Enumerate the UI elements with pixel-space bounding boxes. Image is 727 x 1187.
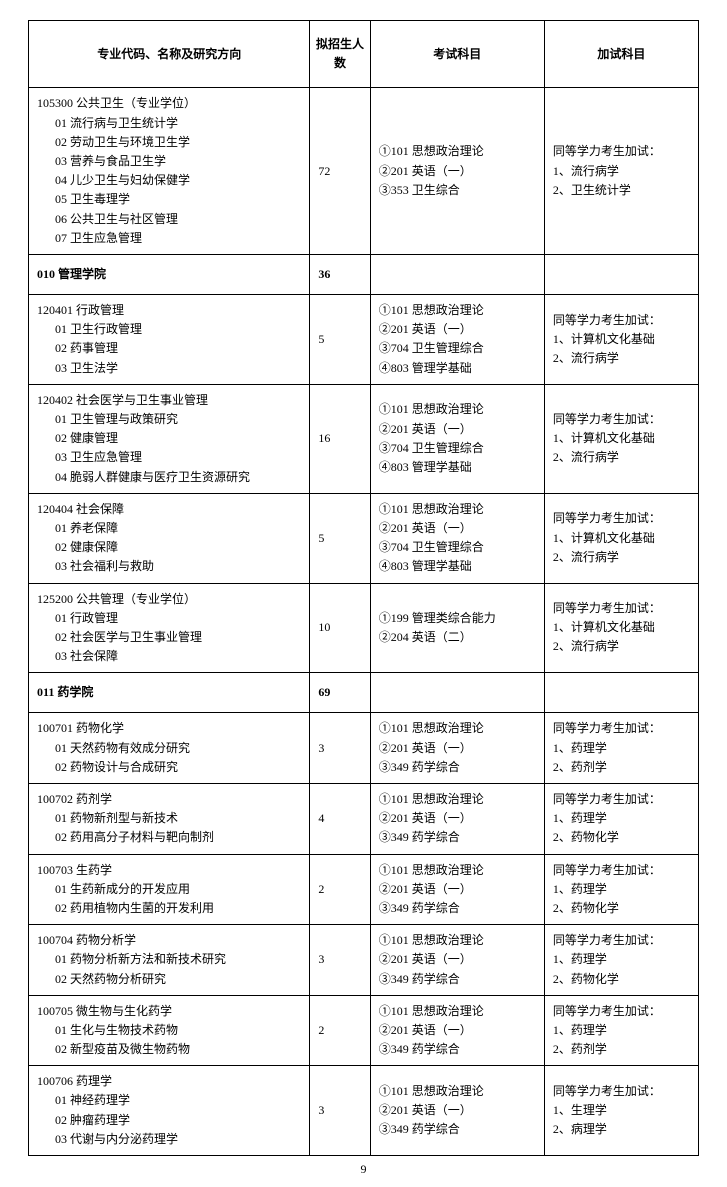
extra-exam: 同等学力考生加试：1、药理学2、药物化学 [544,925,698,996]
major-title: 100701 药物化学 [37,719,301,738]
major-cell: 100701 药物化学01 天然药物有效成分研究02 药物设计与合成研究 [29,713,310,784]
header-count: 拟招生人数 [310,21,370,88]
table-row: 100702 药剂学01 药物新剂型与新技术02 药用高分子材料与靶向制剂4①1… [29,784,699,855]
section-count: 69 [310,673,370,713]
extra-exam: 同等学力考生加试：1、药理学2、药物化学 [544,854,698,925]
exam-subjects: ①101 思想政治理论②201 英语（一）③353 卫生综合 [370,88,544,255]
table-row: 100704 药物分析学01 药物分析新方法和新技术研究02 天然药物分析研究3… [29,925,699,996]
major-title: 105300 公共卫生（专业学位） [37,94,301,113]
research-directions: 01 卫生行政管理02 药事管理03 卫生法学 [37,320,301,378]
table-row: 100701 药物化学01 天然药物有效成分研究02 药物设计与合成研究3①10… [29,713,699,784]
research-directions: 01 行政管理02 社会医学与卫生事业管理03 社会保障 [37,609,301,667]
major-cell: 120402 社会医学与卫生事业管理01 卫生管理与政策研究02 健康管理03 … [29,384,310,493]
major-cell: 120401 行政管理01 卫生行政管理02 药事管理03 卫生法学 [29,295,310,385]
section-row: 010 管理学院36 [29,254,699,294]
research-directions: 01 药物新剂型与新技术02 药用高分子材料与靶向制剂 [37,809,301,847]
header-subjects: 考试科目 [370,21,544,88]
table-row: 120402 社会医学与卫生事业管理01 卫生管理与政策研究02 健康管理03 … [29,384,699,493]
enroll-count: 72 [310,88,370,255]
section-empty [370,673,544,713]
major-title: 100703 生药学 [37,861,301,880]
extra-exam: 同等学力考生加试：1、计算机文化基础2、流行病学 [544,384,698,493]
header-major: 专业代码、名称及研究方向 [29,21,310,88]
section-empty [544,254,698,294]
section-empty [370,254,544,294]
enroll-count: 5 [310,295,370,385]
major-cell: 100703 生药学01 生药新成分的开发应用02 药用植物内生菌的开发利用 [29,854,310,925]
catalog-table: 专业代码、名称及研究方向 拟招生人数 考试科目 加试科目 105300 公共卫生… [28,20,699,1156]
table-row: 105300 公共卫生（专业学位）01 流行病与卫生统计学02 劳动卫生与环境卫… [29,88,699,255]
section-row: 011 药学院69 [29,673,699,713]
extra-exam: 同等学力考生加试：1、药理学2、药剂学 [544,995,698,1066]
table-row: 100705 微生物与生化药学01 生化与生物技术药物02 新型疫苗及微生物药物… [29,995,699,1066]
major-title: 120402 社会医学与卫生事业管理 [37,391,301,410]
enroll-count: 5 [310,493,370,583]
header-extra: 加试科目 [544,21,698,88]
research-directions: 01 生药新成分的开发应用02 药用植物内生菌的开发利用 [37,880,301,918]
exam-subjects: ①101 思想政治理论②201 英语（一）③704 卫生管理综合④803 管理学… [370,384,544,493]
research-directions: 01 养老保障02 健康保障03 社会福利与救助 [37,519,301,577]
exam-subjects: ①101 思想政治理论②201 英语（一）③704 卫生管理综合④803 管理学… [370,295,544,385]
enroll-count: 3 [310,925,370,996]
enroll-count: 16 [310,384,370,493]
extra-exam: 同等学力考生加试：1、药理学2、药剂学 [544,713,698,784]
extra-exam: 同等学力考生加试：1、流行病学2、卫生统计学 [544,88,698,255]
table-row: 120404 社会保障01 养老保障02 健康保障03 社会福利与救助5①101… [29,493,699,583]
major-title: 120401 行政管理 [37,301,301,320]
research-directions: 01 药物分析新方法和新技术研究02 天然药物分析研究 [37,950,301,988]
exam-subjects: ①101 思想政治理论②201 英语（一）③349 药学综合 [370,784,544,855]
research-directions: 01 生化与生物技术药物02 新型疫苗及微生物药物 [37,1021,301,1059]
exam-subjects: ①101 思想政治理论②201 英语（一）③349 药学综合 [370,713,544,784]
major-cell: 125200 公共管理（专业学位）01 行政管理02 社会医学与卫生事业管理03… [29,583,310,673]
major-title: 125200 公共管理（专业学位） [37,590,301,609]
exam-subjects: ①199 管理类综合能力②204 英语（二） [370,583,544,673]
page-number: 9 [28,1162,699,1177]
table-row: 100706 药理学01 神经药理学02 肿瘤药理学03 代谢与内分泌药理学3①… [29,1066,699,1156]
major-cell: 100702 药剂学01 药物新剂型与新技术02 药用高分子材料与靶向制剂 [29,784,310,855]
extra-exam: 同等学力考生加试：1、计算机文化基础2、流行病学 [544,493,698,583]
table-row: 120401 行政管理01 卫生行政管理02 药事管理03 卫生法学5①101 … [29,295,699,385]
enroll-count: 4 [310,784,370,855]
research-directions: 01 天然药物有效成分研究02 药物设计与合成研究 [37,739,301,777]
enroll-count: 2 [310,995,370,1066]
major-title: 100704 药物分析学 [37,931,301,950]
research-directions: 01 卫生管理与政策研究02 健康管理03 卫生应急管理04 脆弱人群健康与医疗… [37,410,301,487]
major-title: 120404 社会保障 [37,500,301,519]
extra-exam: 同等学力考生加试：1、药理学2、药物化学 [544,784,698,855]
exam-subjects: ①101 思想政治理论②201 英语（一）③349 药学综合 [370,1066,544,1156]
major-title: 100702 药剂学 [37,790,301,809]
major-cell: 105300 公共卫生（专业学位）01 流行病与卫生统计学02 劳动卫生与环境卫… [29,88,310,255]
research-directions: 01 神经药理学02 肿瘤药理学03 代谢与内分泌药理学 [37,1091,301,1149]
major-cell: 100705 微生物与生化药学01 生化与生物技术药物02 新型疫苗及微生物药物 [29,995,310,1066]
major-cell: 120404 社会保障01 养老保障02 健康保障03 社会福利与救助 [29,493,310,583]
extra-exam: 同等学力考生加试：1、计算机文化基础2、流行病学 [544,583,698,673]
table-row: 125200 公共管理（专业学位）01 行政管理02 社会医学与卫生事业管理03… [29,583,699,673]
section-label: 010 管理学院 [29,254,310,294]
major-title: 100706 药理学 [37,1072,301,1091]
extra-exam: 同等学力考生加试：1、生理学2、病理学 [544,1066,698,1156]
table-row: 100703 生药学01 生药新成分的开发应用02 药用植物内生菌的开发利用2①… [29,854,699,925]
section-count: 36 [310,254,370,294]
table-header-row: 专业代码、名称及研究方向 拟招生人数 考试科目 加试科目 [29,21,699,88]
section-empty [544,673,698,713]
research-directions: 01 流行病与卫生统计学02 劳动卫生与环境卫生学03 营养与食品卫生学04 儿… [37,114,301,248]
exam-subjects: ①101 思想政治理论②201 英语（一）③349 药学综合 [370,925,544,996]
section-label: 011 药学院 [29,673,310,713]
extra-exam: 同等学力考生加试：1、计算机文化基础2、流行病学 [544,295,698,385]
enroll-count: 2 [310,854,370,925]
enroll-count: 3 [310,1066,370,1156]
exam-subjects: ①101 思想政治理论②201 英语（一）③704 卫生管理综合④803 管理学… [370,493,544,583]
major-cell: 100704 药物分析学01 药物分析新方法和新技术研究02 天然药物分析研究 [29,925,310,996]
major-title: 100705 微生物与生化药学 [37,1002,301,1021]
enroll-count: 3 [310,713,370,784]
major-cell: 100706 药理学01 神经药理学02 肿瘤药理学03 代谢与内分泌药理学 [29,1066,310,1156]
exam-subjects: ①101 思想政治理论②201 英语（一）③349 药学综合 [370,995,544,1066]
exam-subjects: ①101 思想政治理论②201 英语（一）③349 药学综合 [370,854,544,925]
enroll-count: 10 [310,583,370,673]
